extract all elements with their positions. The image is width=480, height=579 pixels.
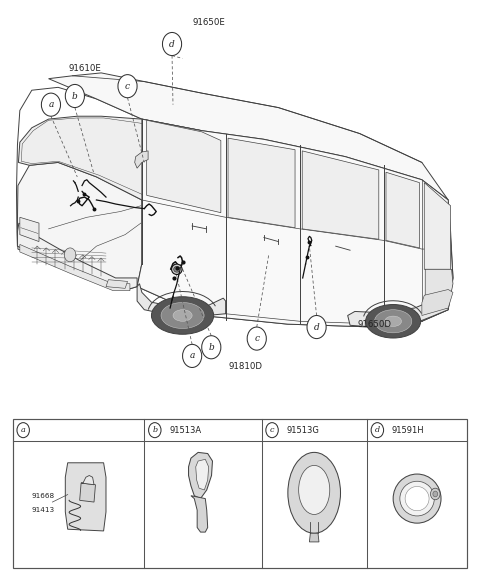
Text: 91591H: 91591H (392, 426, 424, 435)
Text: c: c (125, 82, 130, 91)
Circle shape (64, 248, 76, 262)
Circle shape (182, 345, 202, 368)
Circle shape (431, 488, 440, 500)
Ellipse shape (173, 310, 192, 321)
Polygon shape (48, 73, 448, 200)
Text: c: c (270, 426, 274, 434)
Circle shape (371, 423, 384, 438)
Circle shape (149, 423, 161, 438)
Polygon shape (310, 533, 319, 542)
Text: a: a (190, 351, 195, 360)
Polygon shape (424, 182, 451, 269)
Polygon shape (422, 290, 453, 316)
Circle shape (41, 93, 60, 116)
Polygon shape (17, 163, 142, 287)
Ellipse shape (393, 474, 441, 523)
Ellipse shape (366, 305, 420, 338)
Polygon shape (147, 120, 221, 212)
Polygon shape (302, 151, 379, 239)
Ellipse shape (385, 316, 402, 327)
Circle shape (202, 336, 221, 359)
Polygon shape (348, 295, 448, 327)
Text: c: c (254, 334, 259, 343)
Text: 91650E: 91650E (192, 18, 225, 27)
Polygon shape (191, 496, 208, 532)
Circle shape (118, 75, 137, 98)
Circle shape (433, 491, 438, 497)
Polygon shape (228, 138, 295, 228)
Ellipse shape (299, 466, 330, 515)
Circle shape (17, 423, 29, 438)
Polygon shape (80, 483, 96, 502)
Text: b: b (152, 426, 157, 434)
Polygon shape (16, 87, 453, 327)
Text: 91668: 91668 (32, 493, 55, 499)
Text: d: d (375, 426, 380, 434)
Text: 91513A: 91513A (169, 426, 201, 435)
Polygon shape (196, 459, 209, 490)
Text: 91650D: 91650D (357, 320, 391, 329)
Circle shape (65, 85, 84, 108)
Text: a: a (21, 426, 25, 434)
Polygon shape (189, 452, 213, 499)
Polygon shape (137, 284, 226, 317)
Polygon shape (17, 223, 137, 290)
Circle shape (266, 423, 278, 438)
Polygon shape (65, 463, 106, 531)
Bar (12, 419, 468, 568)
Circle shape (162, 32, 181, 56)
Polygon shape (20, 217, 39, 241)
Polygon shape (106, 280, 128, 288)
Ellipse shape (405, 486, 429, 511)
Polygon shape (20, 244, 130, 291)
Text: d: d (314, 323, 320, 332)
Ellipse shape (400, 481, 434, 516)
Ellipse shape (174, 266, 180, 272)
Polygon shape (135, 151, 148, 168)
Polygon shape (81, 475, 94, 485)
Polygon shape (386, 172, 420, 248)
Polygon shape (18, 116, 202, 200)
Text: 91413: 91413 (32, 507, 55, 513)
Text: 91810D: 91810D (228, 362, 262, 371)
Text: 91513G: 91513G (287, 426, 319, 435)
Polygon shape (137, 119, 453, 327)
Ellipse shape (161, 302, 204, 328)
Circle shape (307, 316, 326, 339)
Polygon shape (425, 269, 453, 310)
Circle shape (247, 327, 266, 350)
Ellipse shape (374, 310, 412, 333)
Text: d: d (169, 39, 175, 49)
Ellipse shape (152, 296, 214, 334)
Ellipse shape (171, 264, 182, 274)
Text: a: a (48, 100, 54, 109)
Text: 91610E: 91610E (68, 64, 101, 73)
Text: b: b (72, 91, 78, 101)
Ellipse shape (288, 452, 340, 533)
Text: b: b (208, 343, 214, 352)
